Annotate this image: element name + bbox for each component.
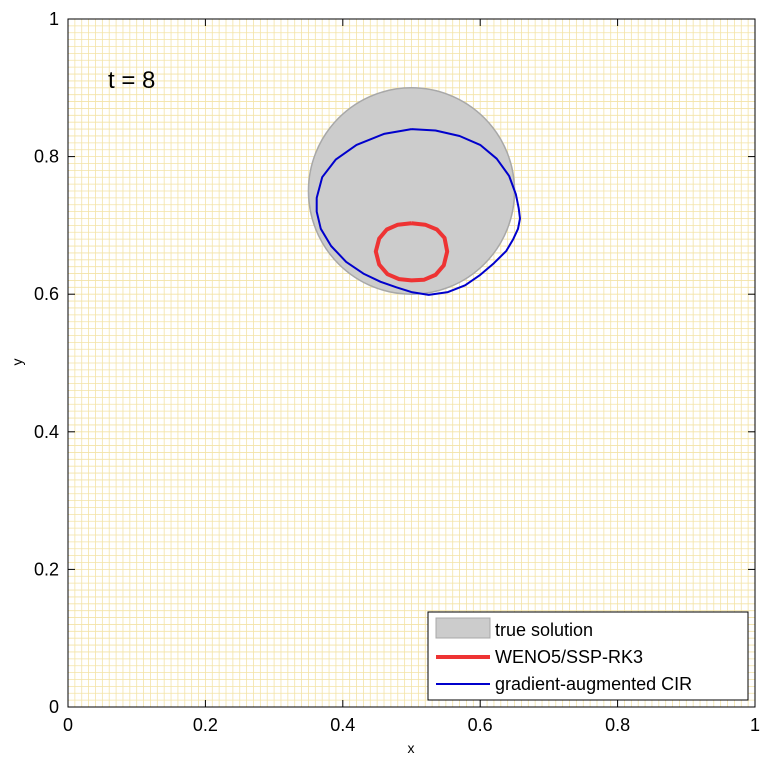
y-tick-label: 0.6 bbox=[34, 284, 59, 304]
legend-label-true-solution: true solution bbox=[495, 620, 593, 640]
plot-frame bbox=[67, 18, 756, 708]
y-tick-label: 0.2 bbox=[34, 559, 59, 579]
data-marks bbox=[307, 87, 521, 296]
cir-curve bbox=[315, 128, 521, 296]
y-axis-label: y bbox=[9, 359, 25, 366]
axis-ticks: 0 0.2 0.4 0.6 0.8 1 0 0.2 0.4 0.6 0.8 1 bbox=[34, 9, 760, 735]
y-tick-label: 0.8 bbox=[34, 147, 59, 167]
x-tick-label: 0.6 bbox=[468, 715, 493, 735]
true-solution-disk bbox=[307, 87, 516, 295]
x-tick-label: 0.8 bbox=[605, 715, 630, 735]
y-tick-label: 0.4 bbox=[34, 422, 59, 442]
x-axis-label: x bbox=[408, 740, 415, 756]
time-annotation: t = 8 bbox=[108, 67, 155, 94]
y-tick-label: 1 bbox=[49, 9, 59, 29]
x-tick-label: 0 bbox=[63, 715, 73, 735]
weno-curve bbox=[373, 221, 450, 283]
x-tick-label: 1 bbox=[750, 715, 760, 735]
legend-label-weno: WENO5/SSP-RK3 bbox=[495, 647, 643, 667]
legend: true solution WENO5/SSP-RK3 gradient-aug… bbox=[427, 611, 749, 701]
legend-label-cir: gradient-augmented CIR bbox=[495, 674, 692, 694]
y-tick-label: 0 bbox=[49, 697, 59, 717]
legend-swatch-true-solution bbox=[435, 617, 491, 639]
x-tick-label: 0.4 bbox=[330, 715, 355, 735]
x-tick-label: 0.2 bbox=[193, 715, 218, 735]
